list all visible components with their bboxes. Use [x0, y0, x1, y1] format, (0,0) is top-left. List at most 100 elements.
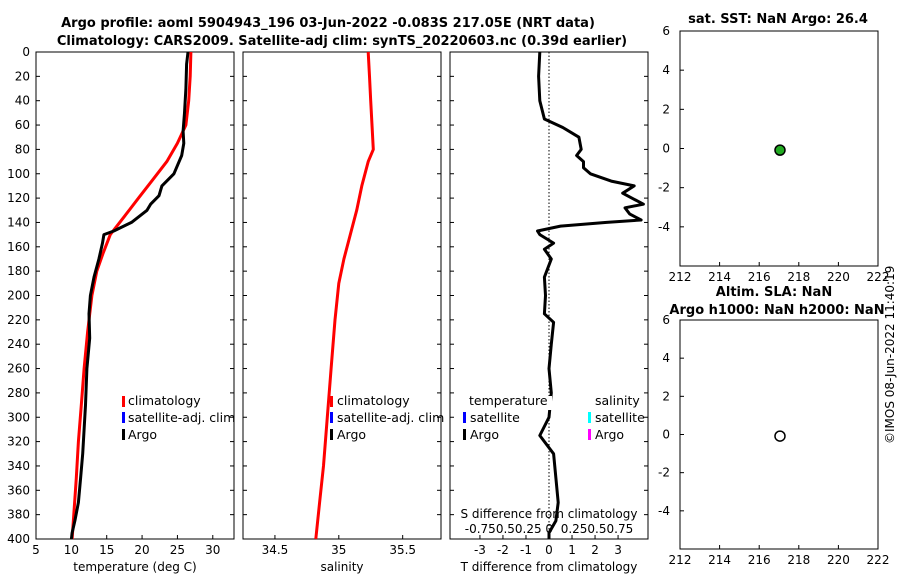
difference-profiles — [536, 51, 645, 539]
legend-swatch-argo-t — [463, 429, 466, 440]
depth-tick-label: 60 — [15, 118, 30, 132]
x-tick-label: 218 — [787, 553, 810, 567]
depth-tick-label: 40 — [15, 94, 30, 108]
temperature-x-label: temperature (deg C) — [73, 560, 196, 574]
x-tick-label: 214 — [708, 270, 731, 284]
legend-swatch-satellite — [330, 412, 333, 423]
x-tick-label: 214 — [708, 553, 731, 567]
x-tick-label: 34.5 — [262, 543, 289, 557]
legend-swatch-climatology — [122, 396, 125, 407]
x-tick-label: 218 — [787, 270, 810, 284]
sst-panel-title: sat. SST: NaN Argo: 26.4 — [688, 12, 868, 27]
difference-legend: temperature satellite Argo salinity sate… — [456, 393, 645, 442]
series-line-argo-t-difference — [536, 51, 645, 539]
y-tick-label: 4 — [662, 63, 670, 77]
depth-tick-label: 400 — [7, 532, 30, 546]
legend-swatch-satellite-t — [463, 412, 466, 423]
x-tick-label: 1 — [568, 543, 576, 557]
depth-axis: 0 20 40 60 80 100 120 140 160 180 200 220 240 260 280 3… — [7, 45, 648, 546]
depth-tick-label: 240 — [7, 337, 30, 351]
legend-label-satellite-t: satellite — [470, 410, 520, 425]
legend-label-argo: Argo — [337, 427, 366, 442]
difference-x-axis: -3 -2 -1 0 1 2 3 — [474, 535, 622, 557]
depth-tick-label: 260 — [7, 362, 30, 376]
x-tick-label: 222 — [867, 553, 890, 567]
x-tick-label: 15 — [99, 543, 114, 557]
x-tick-label: 220 — [827, 270, 850, 284]
temperature-x-axis: 5 10 15 20 25 30 — [32, 535, 220, 557]
s-difference-ticks: -0.750.50.25 0 0.250.50.75 — [465, 522, 633, 536]
title-line-1: Argo profile: aoml 5904943_196 03-Jun-20… — [61, 16, 595, 31]
imos-timestamp: ©IMOS 08-Jun-2022 11:40:19 — [883, 266, 897, 444]
depth-tick-label: 20 — [15, 69, 30, 83]
x-tick-label: 2 — [591, 543, 599, 557]
legend-backdrop-temperature — [456, 396, 552, 410]
x-tick-label: 222 — [867, 270, 890, 284]
temperature-panel-frame — [35, 51, 235, 540]
sst-scatter — [774, 144, 786, 156]
legend-label-satellite: satellite-adj. clim — [128, 410, 235, 425]
depth-tick-label: 100 — [7, 167, 30, 181]
series-line-climatology — [314, 51, 375, 540]
scatter-point — [774, 144, 786, 156]
x-tick-label: 3 — [614, 543, 622, 557]
x-tick-label: 212 — [669, 553, 692, 567]
legend-label-climatology: climatology — [337, 393, 410, 408]
x-tick-label: 30 — [205, 543, 220, 557]
depth-tick-label: 80 — [15, 142, 30, 156]
salinity-x-label: salinity — [320, 560, 363, 574]
depth-tick-label: 120 — [7, 191, 30, 205]
x-tick-label: 216 — [748, 553, 771, 567]
y-tick-label: -2 — [658, 181, 670, 195]
y-tick-label: 2 — [662, 102, 670, 116]
legend-swatch-satellite-s — [588, 412, 591, 423]
legend-label-argo-s: Argo — [595, 427, 624, 442]
sla-panel-title: Altim. SLA: NaN — [716, 285, 832, 300]
salinity-panel-frame — [242, 51, 442, 540]
sst-x-axis: 212 214 216 218 220 222 — [669, 262, 890, 284]
depth-tick-label: 340 — [7, 459, 30, 473]
legend-label-argo: Argo — [128, 427, 157, 442]
legend-label-satellite: satellite-adj. clim — [337, 410, 444, 425]
y-tick-label: 6 — [662, 313, 670, 327]
x-tick-label: 220 — [827, 553, 850, 567]
sla-y-axis: 6 4 2 0 -2 -4 — [658, 313, 684, 518]
sla-panel-subtitle: Argo h1000: NaN h2000: NaN — [669, 303, 884, 318]
legend-label-climatology: climatology — [128, 393, 201, 408]
y-tick-label: 4 — [662, 351, 670, 365]
y-tick-label: 0 — [662, 142, 670, 156]
x-tick-label: 35.5 — [389, 543, 416, 557]
x-tick-label: 35 — [331, 543, 346, 557]
x-tick-label: 20 — [134, 543, 149, 557]
x-tick-label: 0 — [545, 543, 553, 557]
s-difference-label: S difference from climatology — [461, 507, 638, 521]
series-line-argo — [69, 51, 190, 540]
legend-swatch-climatology — [330, 396, 333, 407]
depth-tick-label: 180 — [7, 264, 30, 278]
legend-label-satellite-s: satellite — [595, 410, 645, 425]
depth-tick-label: 280 — [7, 386, 30, 400]
salinity-x-axis: 34.5 35 35.5 — [262, 535, 416, 557]
legend-swatch-argo-s — [588, 429, 591, 440]
depth-tick-label: 320 — [7, 435, 30, 449]
y-tick-label: 0 — [662, 428, 670, 442]
legend-swatch-argo — [330, 429, 333, 440]
salinity-legend: climatology satellite-adj. clim Argo — [330, 393, 444, 442]
scatter-point — [774, 430, 786, 442]
x-tick-label: 25 — [170, 543, 185, 557]
x-tick-label: -2 — [497, 543, 509, 557]
difference-x-label: T difference from climatology — [460, 560, 638, 574]
x-tick-label: 5 — [32, 543, 40, 557]
y-tick-label: -4 — [658, 504, 670, 518]
legend-swatch-argo — [122, 429, 125, 440]
legend-label-argo-t: Argo — [470, 427, 499, 442]
salinity-profiles — [314, 51, 375, 540]
depth-tick-label: 360 — [7, 483, 30, 497]
sst-y-axis: 6 4 2 0 -2 -4 — [658, 24, 684, 234]
x-tick-label: 216 — [748, 270, 771, 284]
y-tick-label: 6 — [662, 24, 670, 38]
title-line-2: Climatology: CARS2009. Satellite-adj cli… — [57, 34, 627, 49]
depth-tick-label: 160 — [7, 240, 30, 254]
depth-tick-label: 300 — [7, 410, 30, 424]
